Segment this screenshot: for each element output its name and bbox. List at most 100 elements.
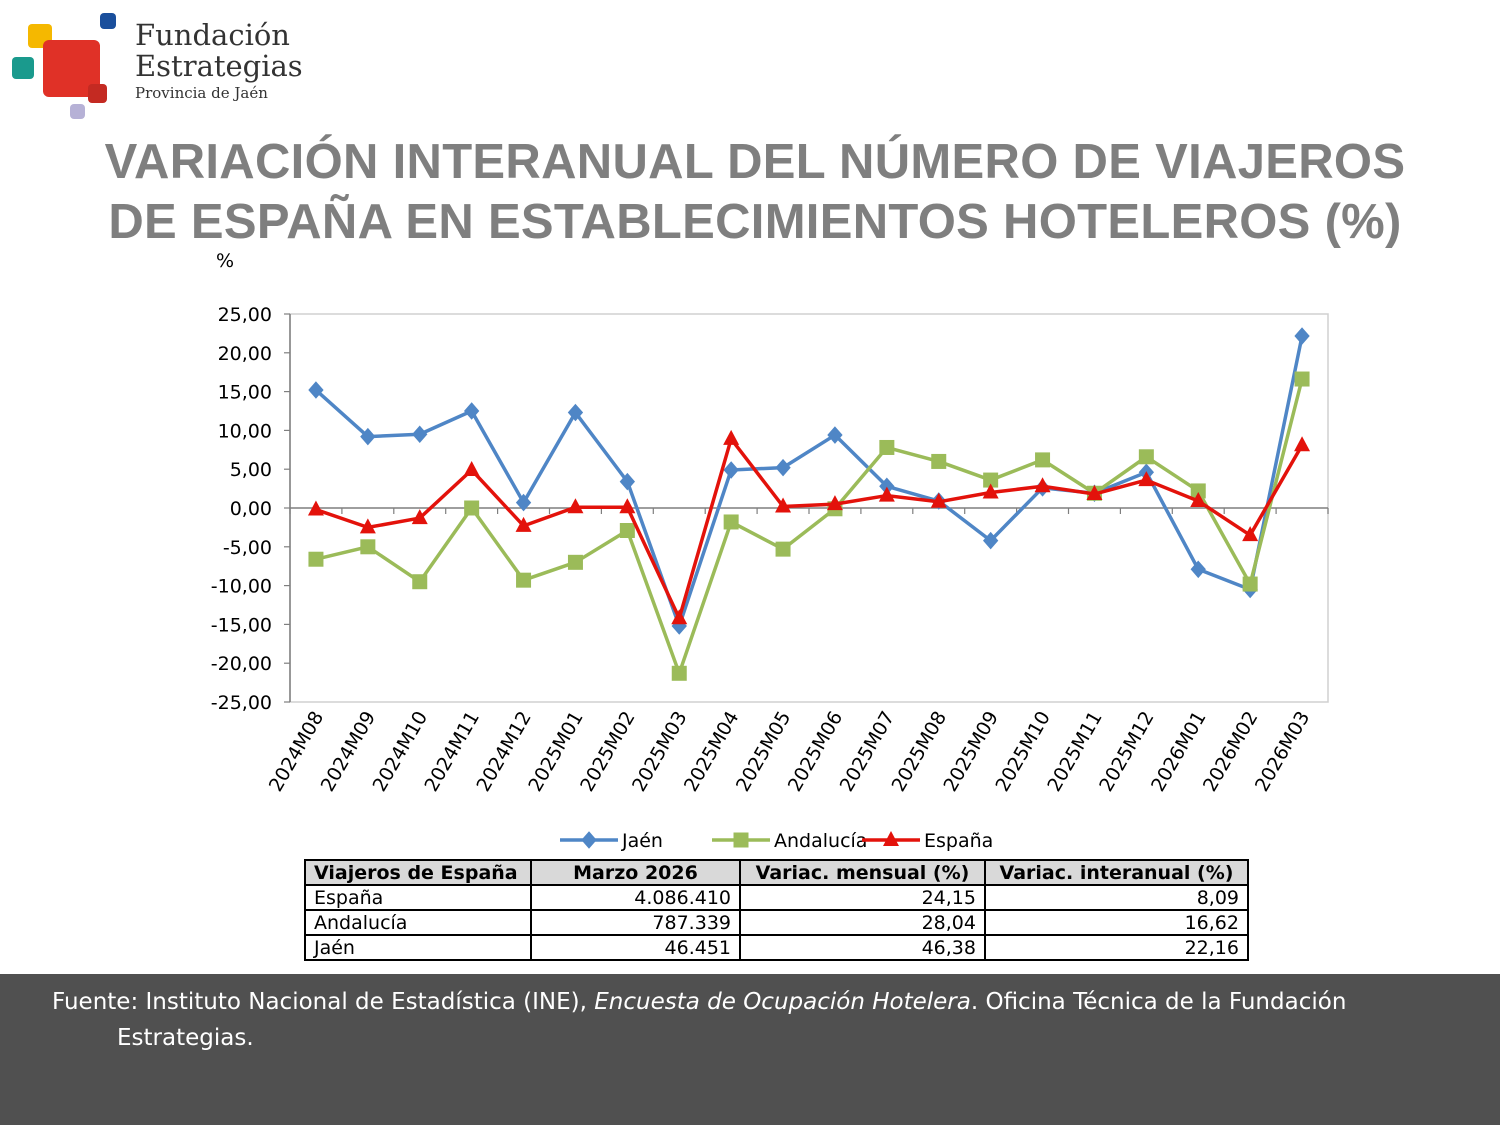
data-point: [827, 426, 843, 444]
chart-svg: -25,00 -20,00 -15,00 -10,00 -5,00 0,00 5,00 10,…: [211, 250, 1329, 852]
table-cell: 46.451: [530, 934, 741, 961]
data-point: [879, 439, 895, 455]
logo-line-3: Provincia de Jaén: [135, 84, 268, 102]
data-point: [982, 531, 999, 550]
logo-line-1: Fundación: [135, 18, 290, 52]
source-note: Fuente: Instituto Nacional de Estadístic…: [52, 984, 1482, 1056]
data-point: [567, 403, 584, 422]
data-point: [930, 492, 947, 508]
data-point: [515, 516, 532, 532]
data-point: [1294, 371, 1310, 387]
logo-text: Fundación Estrategias Provincia de Jaén: [135, 20, 303, 104]
y-tick-label: -15,00: [211, 614, 272, 636]
page-title: VARIACIÓN INTERANUAL DEL NÚMERO DE VIAJE…: [40, 132, 1470, 252]
y-tick-label: -20,00: [211, 653, 272, 675]
data-point: [723, 514, 739, 530]
table-cell: Jaén: [304, 934, 532, 961]
data-point: [308, 551, 324, 567]
data-point: [878, 486, 895, 502]
y-tick-label: 15,00: [218, 382, 272, 404]
legend-label: Andalucía: [774, 830, 867, 852]
y-tick-label: -10,00: [211, 576, 272, 598]
y-tick-label: 0,00: [230, 498, 272, 520]
table-cell: 787.339: [530, 909, 741, 936]
table-cell: 22,16: [984, 934, 1249, 961]
data-point: [463, 402, 480, 420]
logo-teal-square: [12, 57, 34, 79]
data-point: [983, 472, 999, 488]
y-axis-label: %: [216, 250, 234, 272]
series-line-2: [315, 437, 1304, 620]
data-point: [567, 498, 584, 514]
table-header: Variac. interanual (%): [984, 859, 1249, 886]
title-line-2: DE ESPAÑA EN ESTABLECIMIENTOS HOTELEROS …: [108, 195, 1402, 249]
title-line-1: VARIACIÓN INTERANUAL DEL NÚMERO DE VIAJE…: [104, 135, 1406, 189]
data-point: [515, 493, 532, 512]
data-point: [775, 497, 792, 513]
data-point: [1294, 327, 1310, 345]
footer: Fuente: Instituto Nacional de Estadístic…: [0, 974, 1500, 1125]
data-point: [1138, 471, 1155, 487]
logo-blue-square: [100, 13, 116, 29]
data-point: [931, 453, 947, 469]
data-point: [1242, 576, 1258, 592]
logo-darkred-square: [88, 84, 107, 103]
data-point: [1138, 449, 1154, 465]
y-tick-label: 10,00: [218, 420, 272, 442]
data-point: [1294, 436, 1311, 452]
data-point: [360, 539, 376, 555]
data-point: [775, 541, 791, 557]
legend-marker: [581, 831, 597, 849]
data-point: [619, 498, 636, 514]
source-prefix: Fuente: Instituto Nacional de Estadístic…: [52, 989, 595, 1015]
data-point: [516, 572, 532, 588]
y-tick-label: -25,00: [211, 692, 272, 714]
logo-lilac-square: [70, 104, 85, 119]
table-row: Jaén 46.451 46,38 22,16: [304, 934, 1249, 961]
y-tick-label: 25,00: [218, 304, 272, 326]
data-point: [619, 523, 635, 539]
legend-label: España: [924, 830, 993, 852]
table-cell: Andalucía: [304, 909, 532, 936]
line-chart: -25,00 -20,00 -15,00 -10,00 -5,00 0,00 5,00 10,…: [0, 240, 1500, 860]
table-cell: 24,15: [739, 884, 986, 911]
data-point: [1034, 477, 1051, 493]
data-point: [308, 381, 324, 399]
data-point: [1190, 560, 1206, 579]
data-point: [723, 429, 740, 445]
data-point: [463, 460, 480, 476]
data-point: [775, 458, 791, 477]
logo: Fundación Estrategias Provincia de Jaén: [10, 10, 330, 125]
table-cell: 28,04: [739, 909, 986, 936]
source-suffix: . Oficina Técnica de la Fundación: [970, 989, 1347, 1015]
source-continuation: Estrategias.: [117, 1025, 254, 1051]
y-tick-label: -5,00: [223, 537, 272, 559]
data-point: [826, 495, 843, 511]
data-point: [307, 500, 324, 516]
table-cell: España: [304, 884, 532, 911]
y-tick-label: 5,00: [230, 459, 272, 481]
data-point: [671, 665, 687, 681]
legend-marker: [733, 832, 749, 848]
source-title: Encuesta de Ocupación Hotelera: [594, 989, 971, 1015]
data-point: [359, 518, 376, 534]
data-point: [1086, 485, 1103, 501]
series-line-0: [314, 335, 1304, 628]
data-point: [464, 500, 480, 516]
table-row: Andalucía 787.339 28,04 16,62: [304, 909, 1249, 936]
table-header: Viajeros de España: [304, 859, 532, 886]
data-point: [411, 509, 428, 525]
data-point: [567, 554, 583, 570]
data-point: [412, 574, 428, 590]
data-point: [412, 425, 428, 444]
legend-label: Jaén: [621, 830, 663, 852]
data-point: [723, 461, 739, 479]
data-point: [982, 483, 999, 499]
data-point: [1035, 452, 1051, 468]
table-cell: 4.086.410: [530, 884, 741, 911]
table-header: Marzo 2026: [530, 859, 741, 886]
logo-line-2: Estrategias: [135, 49, 303, 83]
table-header: Variac. mensual (%): [739, 859, 986, 886]
summary-table: Viajeros de España Marzo 2026 Variac. me…: [304, 859, 1249, 961]
data-point: [360, 427, 376, 446]
